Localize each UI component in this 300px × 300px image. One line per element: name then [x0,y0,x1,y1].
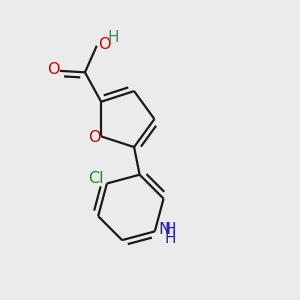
Text: N: N [158,222,170,237]
Text: O: O [47,62,60,77]
Text: H: H [108,30,119,45]
Text: H: H [165,231,176,246]
Text: Cl: Cl [88,171,103,186]
Text: O: O [88,130,101,146]
Text: H: H [165,222,176,237]
Text: O: O [98,37,111,52]
